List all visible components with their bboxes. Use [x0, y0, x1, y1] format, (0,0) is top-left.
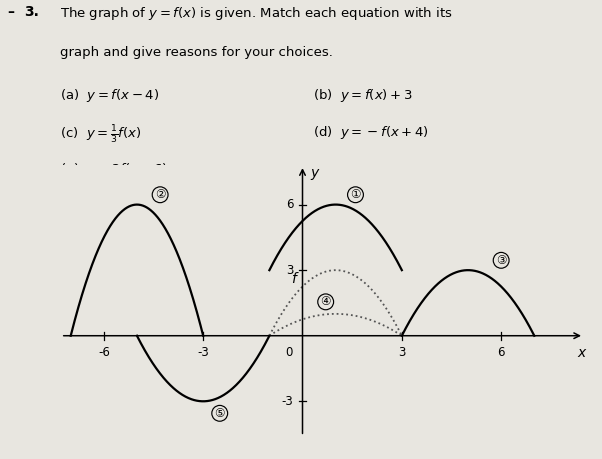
- Text: $0$: $0$: [285, 346, 293, 358]
- Text: graph and give reasons for your choices.: graph and give reasons for your choices.: [60, 46, 333, 59]
- Text: 6: 6: [497, 346, 505, 358]
- Text: –: –: [7, 5, 14, 19]
- Text: ④: ④: [320, 295, 331, 308]
- Text: (d)  $y = -f(x + 4)$: (d) $y = -f(x + 4)$: [313, 124, 429, 141]
- Text: -3: -3: [197, 346, 209, 358]
- Text: -3: -3: [282, 395, 293, 408]
- Text: ③: ③: [496, 254, 506, 267]
- Text: 3: 3: [286, 263, 293, 277]
- Text: 3: 3: [398, 346, 406, 358]
- Text: (c)  $y = \frac{1}{3}f(x)$: (c) $y = \frac{1}{3}f(x)$: [60, 124, 141, 146]
- Text: -6: -6: [98, 346, 110, 358]
- Text: ⑤: ⑤: [214, 407, 225, 420]
- Text: (a)  $y = f(x - 4)$: (a) $y = f(x - 4)$: [60, 87, 160, 104]
- Text: The graph of $y = f(x)$ is given. Match each equation with its: The graph of $y = f(x)$ is given. Match …: [60, 5, 453, 22]
- Text: $f$: $f$: [291, 271, 300, 286]
- Text: $y$: $y$: [310, 168, 320, 182]
- Text: ①: ①: [350, 188, 361, 201]
- Text: (e)  $y = 2f(x + 6)$: (e) $y = 2f(x + 6)$: [60, 161, 168, 179]
- Text: 3.: 3.: [24, 5, 39, 19]
- Text: 6: 6: [286, 198, 293, 211]
- Text: (b)  $y = f(x) + 3$: (b) $y = f(x) + 3$: [313, 87, 413, 104]
- Text: $x$: $x$: [577, 346, 588, 359]
- Text: ②: ②: [155, 188, 166, 201]
